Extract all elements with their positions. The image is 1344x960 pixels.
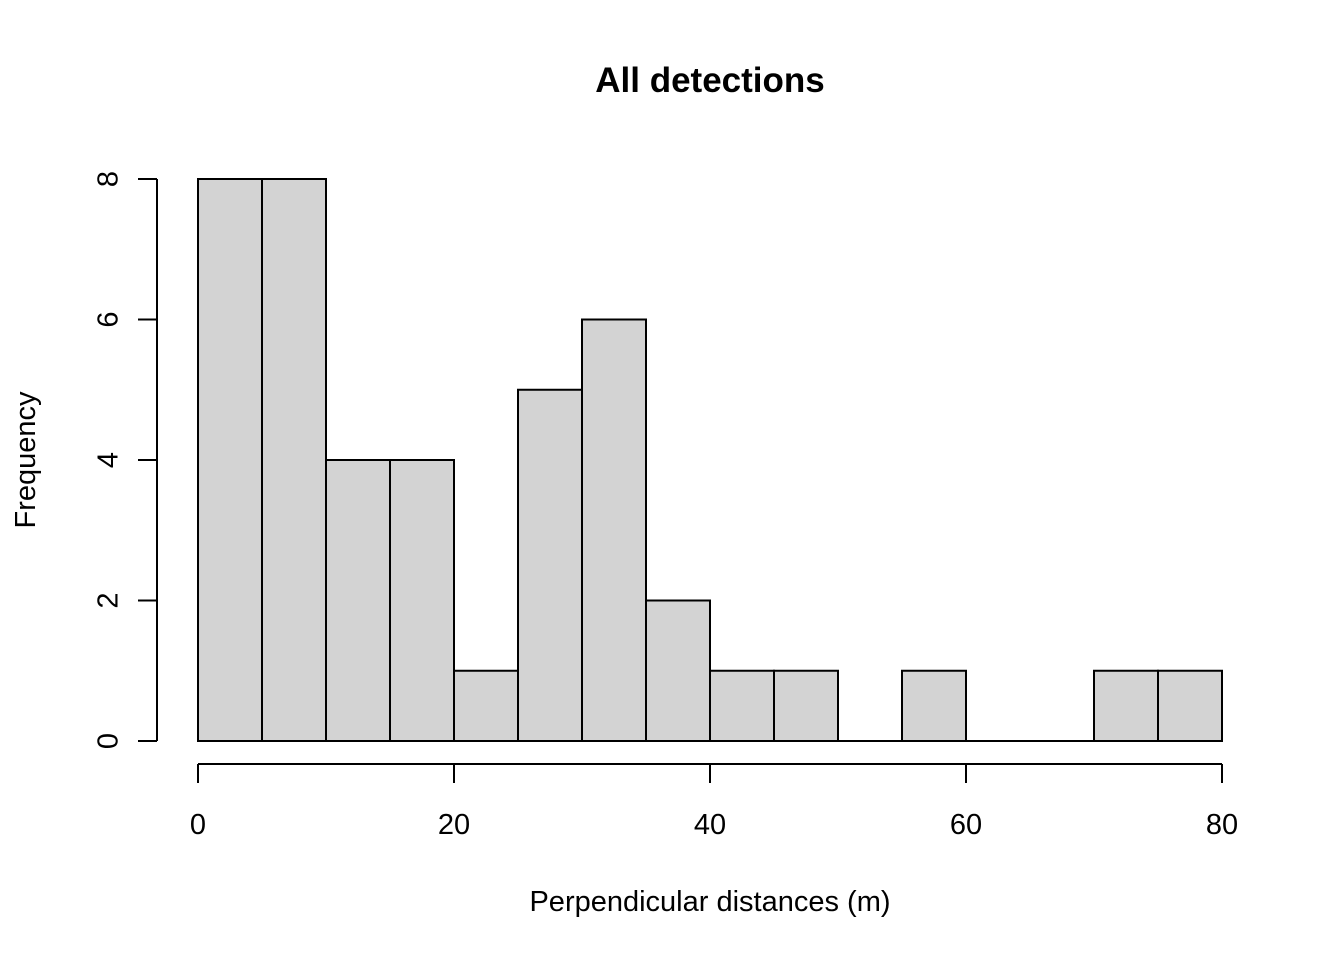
histogram-bar [517, 388, 583, 742]
histogram-bar [773, 669, 839, 742]
histogram-bar [325, 459, 391, 742]
x-tick-label: 0 [190, 809, 206, 841]
bars-group [197, 178, 1223, 742]
y-tick-label: 4 [93, 452, 125, 468]
histogram-bar [453, 669, 519, 742]
chart-title: All detections [595, 61, 824, 100]
histogram-bar [709, 669, 775, 742]
x-axis: 0 20 40 60 80 [190, 763, 1238, 841]
x-axis-label: Perpendicular distances (m) [529, 886, 890, 918]
y-tick-label: 8 [93, 171, 125, 187]
histogram-bar [261, 178, 327, 742]
y-tick-label: 6 [93, 311, 125, 327]
x-tick-label: 80 [1206, 809, 1238, 841]
histogram-bar [389, 459, 455, 742]
histogram-bar [1093, 669, 1159, 742]
y-tick-label: 0 [93, 733, 125, 749]
histogram-bar [645, 599, 711, 742]
histogram-bar [197, 178, 263, 742]
x-tick-label: 60 [950, 809, 982, 841]
y-tick-label: 2 [93, 592, 125, 608]
x-tick-label: 20 [438, 809, 470, 841]
histogram-bar [901, 669, 967, 742]
x-tick-label: 40 [694, 809, 726, 841]
histogram-bar [581, 318, 647, 742]
y-axis-label: Frequency [10, 391, 42, 529]
y-axis: 0 2 4 6 8 [93, 171, 158, 749]
histogram-bar [1157, 669, 1223, 742]
